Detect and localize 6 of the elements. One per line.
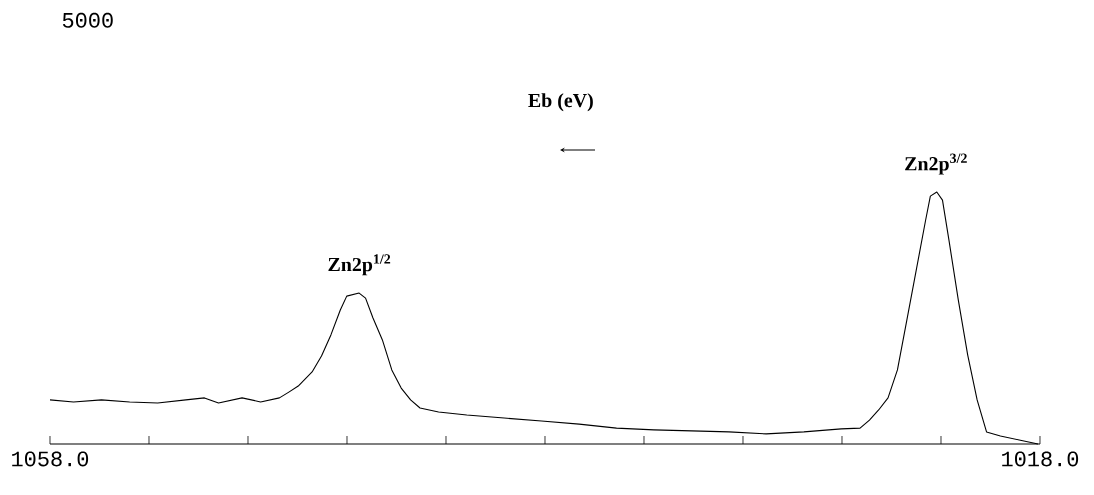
- annotation: Zn2p$^{3/2}$: [905, 153, 967, 175]
- x-axis-title: Eb (eV): [528, 93, 593, 112]
- x-tick-label: 1018.0: [1002, 451, 1079, 467]
- text: 5000: [62, 12, 113, 28]
- annotation: Zn2p$^{1/2}$: [328, 254, 391, 276]
- x-tick-label: 1058.0: [12, 451, 89, 467]
